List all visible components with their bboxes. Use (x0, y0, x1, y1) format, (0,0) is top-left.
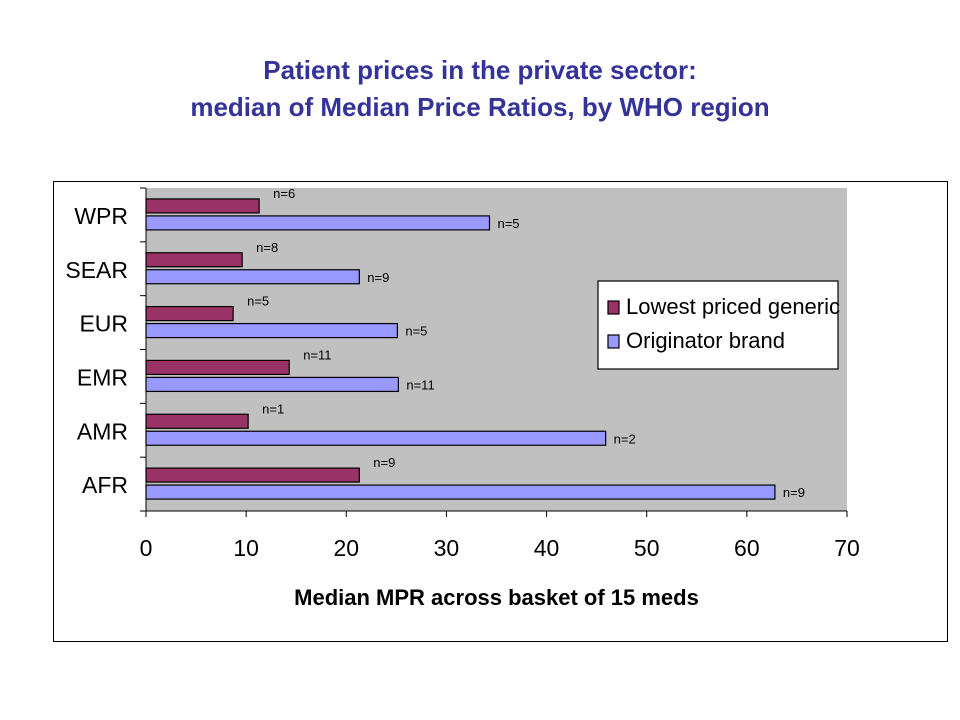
x-tick-label: 10 (233, 535, 259, 561)
bar-originator (145, 376, 399, 393)
legend-label-originator: Originator brand (626, 328, 785, 353)
data-label: n=9 (783, 485, 805, 500)
title-line-1: Patient prices in the private sector: (263, 55, 697, 85)
category-label: EUR (79, 311, 128, 337)
bar-generic (145, 252, 243, 268)
legend-label-generic: Lowest priced generic (626, 294, 840, 319)
category-label: WPR (74, 203, 128, 229)
x-tick-label: 60 (734, 535, 760, 561)
x-axis-label: Median MPR across basket of 15 meds (294, 585, 699, 610)
bar-originator (145, 215, 491, 231)
bar-originator (145, 322, 398, 339)
bar-generic (145, 467, 360, 483)
data-label: n=6 (273, 186, 295, 201)
category-label: AFR (82, 472, 128, 498)
bar-generic (145, 413, 249, 429)
x-tick-label: 70 (834, 535, 860, 561)
bar-generic (145, 198, 260, 214)
data-label: n=9 (373, 455, 395, 470)
bar-generic (145, 359, 290, 376)
data-label: n=8 (256, 240, 278, 255)
legend-box (597, 280, 839, 370)
x-tick-label: 30 (434, 535, 460, 561)
legend-swatch-originator (607, 334, 620, 349)
category-label: SEAR (65, 257, 128, 283)
data-label: n=2 (614, 431, 636, 446)
data-label: n=9 (367, 270, 389, 285)
chart-title: Patient prices in the private sector: me… (0, 52, 960, 126)
x-tick-label: 40 (534, 535, 560, 561)
category-label: EMR (77, 364, 128, 390)
data-label: n=11 (406, 377, 434, 392)
x-tick-label: 50 (634, 535, 660, 561)
bar-generic (145, 305, 234, 322)
data-label: n=5 (497, 216, 519, 231)
x-tick-label: 0 (140, 535, 153, 561)
x-tick-label: 20 (333, 535, 359, 561)
title-line-2: median of Median Price Ratios, by WHO re… (190, 92, 770, 122)
data-label: n=5 (247, 294, 269, 309)
bar-originator (145, 269, 360, 285)
data-label: n=5 (405, 324, 427, 339)
bar-originator (145, 430, 607, 446)
bar-originator (145, 484, 776, 500)
legend-swatch-generic (607, 300, 620, 315)
category-label: AMR (77, 418, 128, 444)
data-label: n=1 (262, 401, 284, 416)
data-label: n=11 (303, 347, 331, 362)
